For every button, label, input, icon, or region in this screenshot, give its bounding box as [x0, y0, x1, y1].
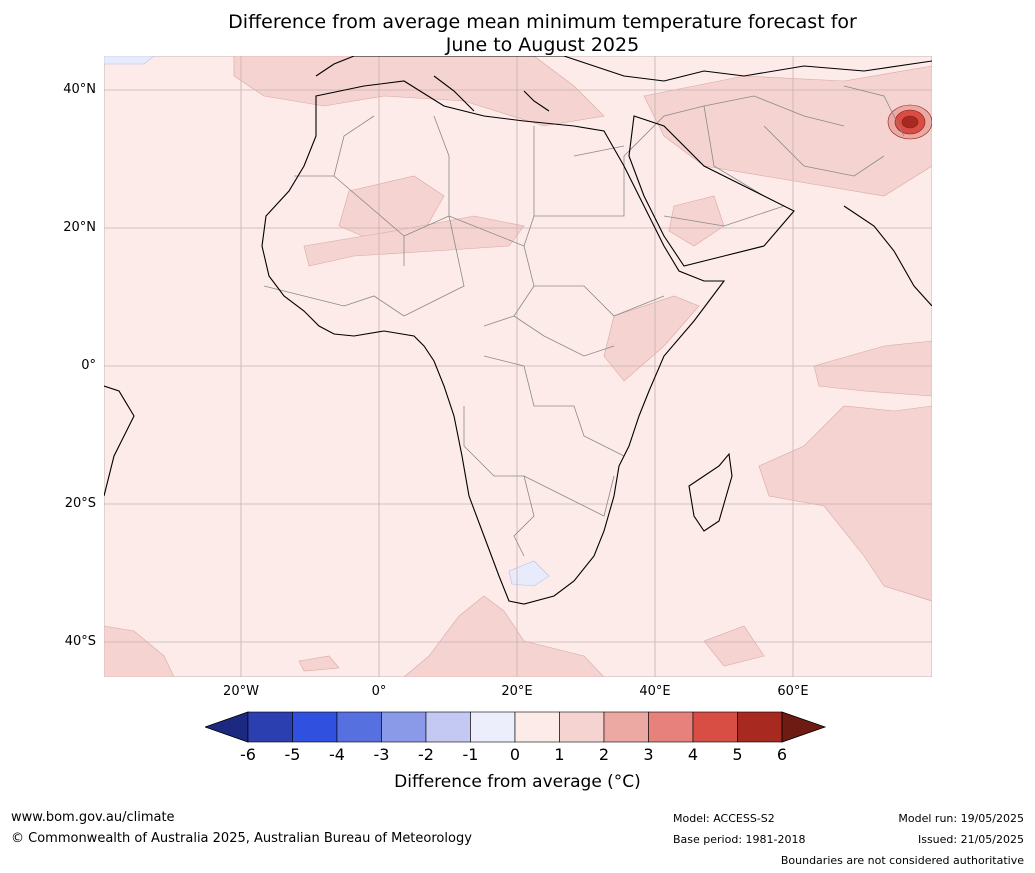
- anomaly-southwest-corner: [104, 625, 175, 677]
- anomaly-north-atlantic-cool: [104, 56, 155, 65]
- coastline-madagascar: [688, 452, 733, 532]
- anomaly-1-2-regions: [104, 56, 932, 677]
- colorbar-tick-label: 6: [776, 745, 788, 764]
- colorbar-segment: [737, 711, 783, 743]
- coastline-india: [843, 205, 932, 307]
- lon-label-20e: 20°E: [501, 684, 533, 699]
- colorbar-extend-low: [205, 711, 249, 743]
- colorbar-tick-label: 4: [687, 745, 699, 764]
- colorbar-tick-label: -2: [418, 745, 434, 764]
- coastline-africa: [261, 80, 726, 605]
- footer-model: Model: ACCESS-S2: [673, 812, 775, 825]
- lon-label-40e: 40°E: [639, 684, 671, 699]
- footer-disclaimer: Boundaries are not considered authoritat…: [780, 854, 1024, 867]
- colorbar-tick-label: 0: [509, 745, 521, 764]
- footer-copyright: © Commonwealth of Australia 2025, Austra…: [11, 831, 472, 846]
- coastline-arabia: [628, 115, 795, 267]
- colorbar-label: Difference from average (°C): [394, 772, 641, 792]
- colorbar-segment: [425, 711, 471, 743]
- forecast-map: [104, 56, 932, 677]
- lat-label-40s: 40°S: [64, 634, 96, 649]
- colorbar-segment: [336, 711, 382, 743]
- footer-base-period: Base period: 1981-2018: [673, 833, 806, 846]
- lat-label-40n: 40°N: [63, 82, 96, 97]
- colorbar-tick-label: 5: [732, 745, 743, 764]
- anomaly-east-africa: [603, 295, 700, 382]
- anomaly-negative-regions: [104, 56, 550, 587]
- colorbar: [205, 711, 827, 743]
- colorbar-tick-label: -6: [240, 745, 256, 764]
- anomaly-indian-ocean-south: [758, 405, 932, 602]
- lat-label-20n: 20°N: [63, 220, 96, 235]
- lon-label-60e: 60°E: [777, 684, 809, 699]
- colorbar-tick-label: -1: [462, 745, 479, 764]
- coastline-europe: [315, 56, 932, 82]
- anomaly-indian-ocean-north: [813, 340, 932, 397]
- colorbar-segment: [514, 711, 560, 743]
- colorbar-extend-high: [781, 711, 827, 743]
- chart-title-line1: Difference from average mean minimum tem…: [228, 11, 857, 33]
- lat-label-0: 0°: [81, 358, 96, 373]
- colorbar-tick-label: -5: [284, 745, 301, 764]
- footer-model-run: Model run: 19/05/2025: [898, 812, 1024, 825]
- colorbar-segment: [559, 711, 605, 743]
- anomaly-southwest-atlantic: [298, 655, 340, 672]
- anomaly-arabia: [668, 195, 725, 247]
- anomaly-hotspot-himalaya: [887, 104, 932, 140]
- lon-label-20w: 20°W: [223, 684, 259, 699]
- lat-label-20s: 20°S: [64, 496, 96, 511]
- colorbar-tick-label: 2: [598, 745, 610, 764]
- colorbar-tick-label: 3: [643, 745, 654, 764]
- graticule: [104, 56, 932, 677]
- colorbar-tick-label: -4: [329, 745, 345, 764]
- footer-website[interactable]: www.bom.gov.au/climate: [11, 810, 175, 825]
- anomaly-south-atlantic: [403, 595, 605, 677]
- colorbar-segment: [247, 711, 293, 743]
- anomaly-south-africa-cool: [508, 560, 550, 587]
- country-borders: [263, 85, 905, 557]
- colorbar-segment: [292, 711, 338, 743]
- colorbar-segment: [603, 711, 649, 743]
- lon-label-0: 0°: [371, 684, 387, 699]
- coastline-italy-greece: [433, 75, 550, 112]
- coastlines: [104, 56, 932, 605]
- anomaly-southeast-indian: [703, 625, 765, 667]
- colorbar-segment: [470, 711, 516, 743]
- colorbar-tick-label: -3: [373, 745, 390, 764]
- colorbar-segment: [381, 711, 427, 743]
- colorbar-segment: [692, 711, 738, 743]
- colorbar-segment: [648, 711, 694, 743]
- chart-title-line2: June to August 2025: [445, 34, 640, 56]
- footer-issued: Issued: 21/05/2025: [917, 833, 1024, 846]
- anomaly-sahel: [303, 215, 525, 267]
- colorbar-tick-label: 1: [554, 745, 565, 764]
- anomaly-middle-east: [643, 65, 932, 197]
- coastline-south-america: [104, 385, 135, 497]
